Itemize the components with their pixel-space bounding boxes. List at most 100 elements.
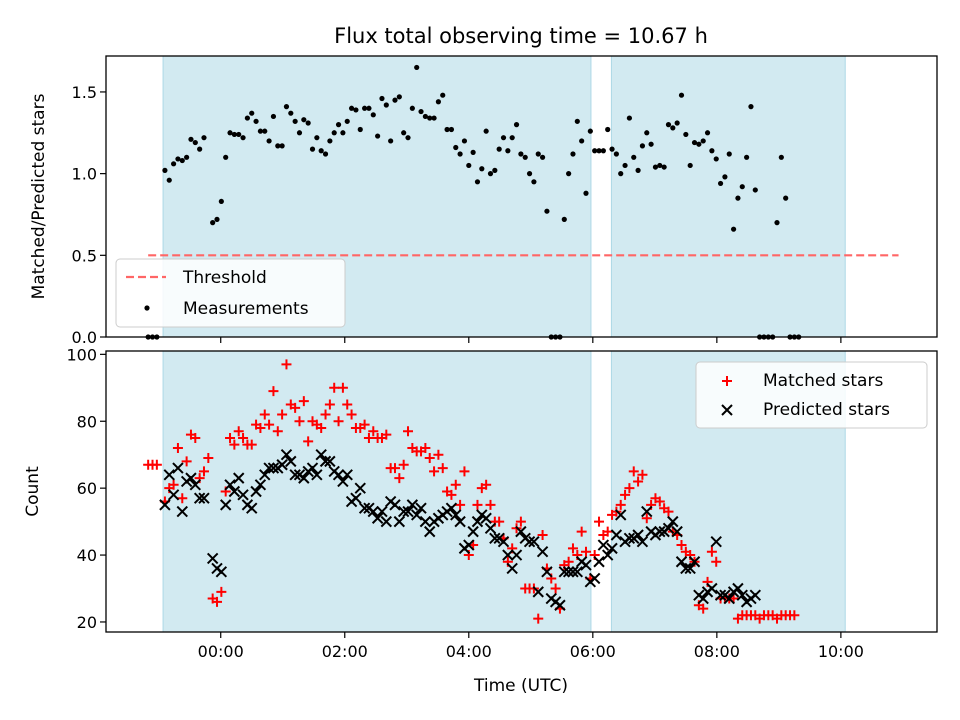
matched-star-point xyxy=(576,526,587,537)
matched-star-point xyxy=(172,443,183,454)
predicted-star-point xyxy=(172,462,184,474)
measurement-point xyxy=(288,110,294,116)
measurement-point xyxy=(201,135,207,141)
measurement-point xyxy=(531,179,537,185)
predicted-star-point xyxy=(736,589,748,601)
matched-star-point xyxy=(620,489,631,500)
predicted-star-point xyxy=(280,448,293,461)
measurement-point xyxy=(314,135,320,141)
measurement-point xyxy=(396,94,402,100)
measurement-point xyxy=(348,105,355,111)
predicted-star-point xyxy=(615,509,627,521)
predicted-star-point xyxy=(228,485,241,498)
matched-star-point xyxy=(190,432,201,443)
measurement-point xyxy=(305,120,311,126)
predicted-star-point xyxy=(246,502,258,514)
x-tick-label: 04:00 xyxy=(446,642,492,661)
measurement-point xyxy=(783,195,789,201)
predicted-star-point xyxy=(311,469,323,481)
predicted-star-point xyxy=(185,472,197,484)
predicted-star-point xyxy=(463,539,475,551)
measurement-point xyxy=(457,151,463,157)
matched-star-point xyxy=(246,439,257,450)
predicted-star-point xyxy=(445,502,458,514)
measurement-point xyxy=(535,151,541,157)
measurement-point xyxy=(401,130,407,136)
measurement-point xyxy=(318,148,324,154)
predicted-star-point xyxy=(367,505,379,518)
measurement-point xyxy=(227,130,233,136)
measurement-point xyxy=(492,167,498,173)
measurement-point xyxy=(331,130,337,136)
x-tick-label: 08:00 xyxy=(694,642,740,661)
matched-star-point xyxy=(494,516,505,527)
predicted-star-point xyxy=(393,515,406,528)
measurement-point xyxy=(561,216,567,222)
measurement-point xyxy=(236,131,242,138)
measurement-point xyxy=(665,122,672,128)
predicted-star-point xyxy=(588,572,601,585)
measurement-point xyxy=(592,148,598,154)
matched-star-point xyxy=(337,382,348,393)
matched-star-point xyxy=(481,479,492,490)
measurement-point xyxy=(440,92,446,98)
matched-star-point xyxy=(198,466,209,477)
predicted-star-point xyxy=(315,448,327,461)
matched-star-point xyxy=(294,416,305,427)
predicted-star-point xyxy=(337,475,349,488)
predicted-star-point xyxy=(636,535,649,548)
matched-star-point xyxy=(437,463,448,474)
legend-measurement-swatch xyxy=(144,305,150,311)
measurement-point xyxy=(309,146,316,152)
measurement-point xyxy=(162,167,168,173)
matched-star-point xyxy=(698,603,709,614)
measurement-point xyxy=(435,99,441,105)
predicted-star-point xyxy=(298,472,310,484)
matched-star-point xyxy=(563,556,574,567)
predicted-star-point xyxy=(276,459,288,471)
matched-star-point xyxy=(420,443,431,454)
ratio-panel: 0.0 0.5 1.0 1.5 Matched/Predicted stars Thr… xyxy=(29,55,938,347)
ratio-panel-axes: 0.0 0.5 1.0 1.5 xyxy=(72,55,938,347)
measurement-point xyxy=(487,171,494,177)
matched-star-point xyxy=(342,399,353,410)
predicted-star-point xyxy=(285,455,297,468)
predicted-star-point xyxy=(237,489,249,501)
matched-star-point xyxy=(277,409,288,420)
predicted-star-point xyxy=(402,505,414,518)
predicted-star-point xyxy=(250,485,262,498)
measurement-point xyxy=(388,138,394,144)
matched-star-point xyxy=(212,596,223,607)
matched-star-point xyxy=(594,516,605,527)
predicted-star-point xyxy=(350,492,362,504)
predicted-star-point xyxy=(497,535,510,548)
predicted-star-point xyxy=(506,562,518,575)
x-tick-label: 02:00 xyxy=(322,642,368,661)
measurement-point xyxy=(539,154,546,160)
predicted-star-point xyxy=(163,469,175,481)
predicted-star-point xyxy=(454,515,466,528)
measurement-point xyxy=(249,110,255,116)
predicted-star-point xyxy=(380,515,393,528)
measurement-point xyxy=(322,151,329,157)
matched-star-point xyxy=(298,396,309,407)
measurement-point xyxy=(362,105,368,111)
legend-measurement-label: Measurements xyxy=(183,299,309,319)
matched-star-point xyxy=(177,493,188,504)
legend-matched-label: Matched stars xyxy=(763,371,883,391)
predicted-star-point xyxy=(215,566,228,578)
x-tick-label: 00:00 xyxy=(198,642,244,661)
predicted-star-point xyxy=(597,539,610,551)
measurement-point xyxy=(244,115,250,121)
measurement-point xyxy=(739,184,745,190)
matched-star-point xyxy=(472,499,483,510)
matched-star-point xyxy=(580,546,591,557)
measurement-point xyxy=(635,167,641,173)
predicted-star-point xyxy=(406,499,419,511)
predicted-star-point xyxy=(601,549,614,561)
ratio-panel-ylabel: Matched/Predicted stars xyxy=(29,93,49,299)
matched-star-point xyxy=(485,499,496,510)
matched-star-point xyxy=(446,489,457,500)
predicted-star-point xyxy=(376,505,388,518)
predicted-star-point xyxy=(480,512,492,524)
